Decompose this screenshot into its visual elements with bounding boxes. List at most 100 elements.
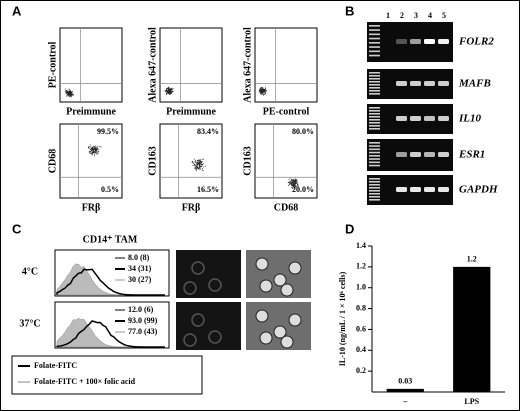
ladder-band: [369, 81, 380, 83]
event-dot: [69, 90, 71, 92]
ladder-band: [369, 33, 380, 36]
ladder-band: [369, 158, 380, 160]
event-dot: [261, 88, 263, 90]
event-dot: [93, 145, 95, 147]
event-dot: [195, 166, 197, 168]
quadrant-value: 80.0%: [292, 127, 314, 136]
event-dot: [262, 89, 264, 91]
event-dot: [89, 152, 91, 154]
event-dot: [98, 150, 100, 152]
event-dot: [170, 92, 172, 94]
ladder-band: [369, 107, 380, 109]
cell: [183, 333, 197, 347]
event-dot: [71, 95, 73, 97]
event-dot: [96, 146, 98, 148]
gel-band: [396, 187, 407, 192]
event-dot: [295, 180, 297, 182]
event-dot: [97, 148, 99, 150]
gel-band: [396, 152, 407, 157]
event-dot: [89, 144, 91, 146]
event-dot: [90, 146, 92, 148]
event-dot: [265, 89, 267, 91]
event-dot: [199, 168, 201, 170]
y-tick-label: 1.2: [356, 262, 366, 271]
event-dot: [292, 178, 294, 180]
gene-label: FOLR2: [458, 36, 494, 48]
event-dot: [293, 184, 295, 186]
event-dot: [193, 167, 195, 169]
event-dot: [200, 162, 202, 164]
event-dot: [260, 91, 262, 93]
event-dot: [263, 94, 265, 96]
temperature-label: 4°C: [22, 266, 38, 277]
x-axis-label: PE-control: [263, 106, 310, 117]
event-dot: [95, 150, 97, 152]
event-dot: [196, 163, 198, 165]
event-dot: [261, 87, 263, 89]
event-dot: [166, 88, 168, 90]
x-tick-label: –: [402, 397, 408, 406]
event-dot: [66, 95, 68, 97]
cell: [280, 283, 294, 297]
event-dot: [295, 182, 297, 184]
event-dot: [288, 179, 290, 181]
event-dot: [197, 161, 199, 163]
event-dot: [296, 183, 298, 185]
event-dot: [193, 158, 195, 160]
event-dot: [296, 182, 298, 184]
event-dot: [172, 88, 174, 90]
histogram-value: 77.0 (43): [128, 327, 158, 336]
histogram-value: 12.0 (6): [128, 305, 154, 314]
event-dot: [202, 168, 204, 170]
gel-band: [438, 152, 449, 157]
panel-label: A: [12, 3, 22, 18]
y-axis-label: Alexa 647-control: [242, 27, 253, 103]
ladder-band: [369, 119, 380, 121]
event-dot: [264, 87, 266, 89]
lane-label: 3: [414, 11, 418, 20]
event-dot: [201, 161, 203, 163]
gel-band: [424, 187, 435, 192]
cell: [280, 335, 294, 349]
event-dot: [202, 164, 204, 166]
event-dot: [194, 161, 196, 163]
event-dot: [64, 90, 66, 92]
event-dot: [164, 90, 166, 92]
gene-label: ESR1: [458, 149, 485, 161]
panel-title: CD14⁺ TAM: [83, 234, 138, 245]
event-dot: [264, 93, 266, 95]
cell: [255, 257, 269, 271]
event-dot: [169, 90, 171, 92]
value-label: 1.2: [467, 255, 477, 264]
event-dot: [198, 163, 200, 165]
event-dot: [70, 94, 72, 96]
ladder-band: [369, 122, 380, 124]
gel-band: [410, 81, 421, 86]
event-dot: [165, 91, 167, 93]
panel-label: B: [345, 3, 354, 18]
event-dot: [195, 161, 197, 163]
event-dot: [94, 150, 96, 152]
x-axis-label: CD68: [274, 202, 298, 213]
event-dot: [71, 93, 73, 95]
event-dot: [91, 147, 93, 149]
event-dot: [197, 160, 199, 162]
gel-band: [424, 81, 435, 86]
event-dot: [199, 161, 201, 163]
event-dot: [168, 93, 170, 95]
gel-band: [396, 116, 407, 121]
event-dot: [290, 186, 292, 188]
x-axis-label: Preimmune: [66, 106, 116, 117]
y-tick-label: 0.4: [356, 345, 366, 354]
y-tick-label: 1.0: [356, 283, 366, 292]
event-dot: [98, 146, 100, 148]
event-dot: [263, 91, 265, 93]
gel-band: [410, 187, 421, 192]
gene-label: IL10: [458, 113, 482, 125]
event-dot: [166, 89, 168, 91]
ladder-band: [369, 184, 380, 186]
event-dot: [260, 87, 262, 89]
event-dot: [192, 162, 194, 164]
legend-box: [11, 355, 203, 395]
